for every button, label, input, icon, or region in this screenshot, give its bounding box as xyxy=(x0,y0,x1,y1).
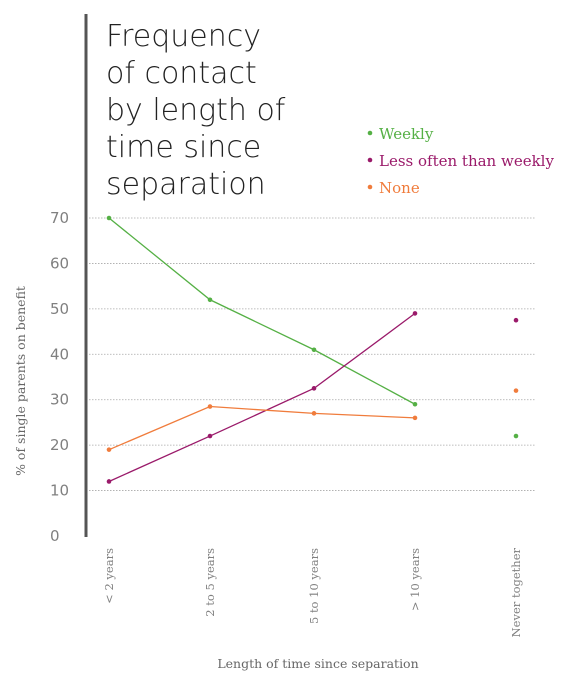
data-point-2-1 xyxy=(207,404,213,409)
y-axis-label: % of single parents on benefit xyxy=(13,286,28,476)
series-layer xyxy=(106,215,519,484)
data-point-1-1 xyxy=(207,433,213,439)
data-point-2-never-together xyxy=(513,388,519,393)
series-line-1 xyxy=(108,312,416,483)
x-tick-2: 5 to 10 years xyxy=(307,548,321,624)
data-point-1-0 xyxy=(106,479,112,484)
chart-title: Frequency of contact by length of time s… xyxy=(106,19,286,202)
x-tick-4: Never together xyxy=(509,548,523,638)
y-tick-70: 70 xyxy=(50,209,69,227)
legend-label-none: None xyxy=(379,179,420,197)
data-point-2-2 xyxy=(311,411,317,416)
legend-label-weekly: Weekly xyxy=(379,125,434,143)
y-tick-60: 60 xyxy=(50,254,69,272)
legend-label-less-often: Less often than weekly xyxy=(379,152,554,170)
x-tick-3: > 10 years xyxy=(408,548,422,611)
x-axis-label: Length of time since separation xyxy=(217,656,418,671)
y-tick-30: 30 xyxy=(50,391,69,409)
title-line-2: of contact xyxy=(106,56,257,91)
series-line-2 xyxy=(108,405,416,451)
data-point-1-3 xyxy=(412,311,418,316)
legend: Weekly Less often than weekly None xyxy=(367,125,554,197)
legend-item-weekly: Weekly xyxy=(367,125,434,143)
data-point-0-1 xyxy=(207,297,213,303)
y-tick-50: 50 xyxy=(50,300,69,318)
y-tick-20: 20 xyxy=(50,436,69,454)
x-tick-0: < 2 years xyxy=(102,548,116,604)
series-line-0 xyxy=(108,217,416,405)
gridlines xyxy=(86,217,536,491)
y-tick-10: 10 xyxy=(50,482,69,500)
legend-marker-less-often xyxy=(367,157,373,163)
data-point-2-3 xyxy=(412,415,418,421)
legend-item-less-often: Less often than weekly xyxy=(367,152,554,170)
legend-marker-weekly xyxy=(367,130,373,136)
x-tick-1: 2 to 5 years xyxy=(203,548,217,617)
title-line-5: separation xyxy=(106,167,266,202)
title-line-4: time since xyxy=(106,130,261,165)
data-point-0-never-together xyxy=(513,433,519,439)
series-2 xyxy=(106,388,519,452)
title-line-1: Frequency xyxy=(106,19,261,54)
data-point-1-never-together xyxy=(513,317,519,323)
data-point-0-2 xyxy=(311,347,317,353)
data-point-2-0 xyxy=(106,447,112,452)
x-tick-labels: < 2 years 2 to 5 years 5 to 10 years > 10 y… xyxy=(102,548,523,638)
title-line-3: by length of xyxy=(106,93,286,128)
data-point-0-0 xyxy=(106,215,112,221)
data-point-0-3 xyxy=(412,401,418,407)
data-point-1-2 xyxy=(311,386,317,391)
series-1 xyxy=(106,311,519,484)
y-tick-40: 40 xyxy=(50,345,69,363)
y-tick-0: 0 xyxy=(50,527,60,545)
legend-item-none: None xyxy=(367,179,420,197)
y-tick-labels: 0 10 20 30 40 50 60 70 xyxy=(50,209,69,545)
series-0 xyxy=(106,215,519,439)
legend-marker-none xyxy=(367,184,373,190)
